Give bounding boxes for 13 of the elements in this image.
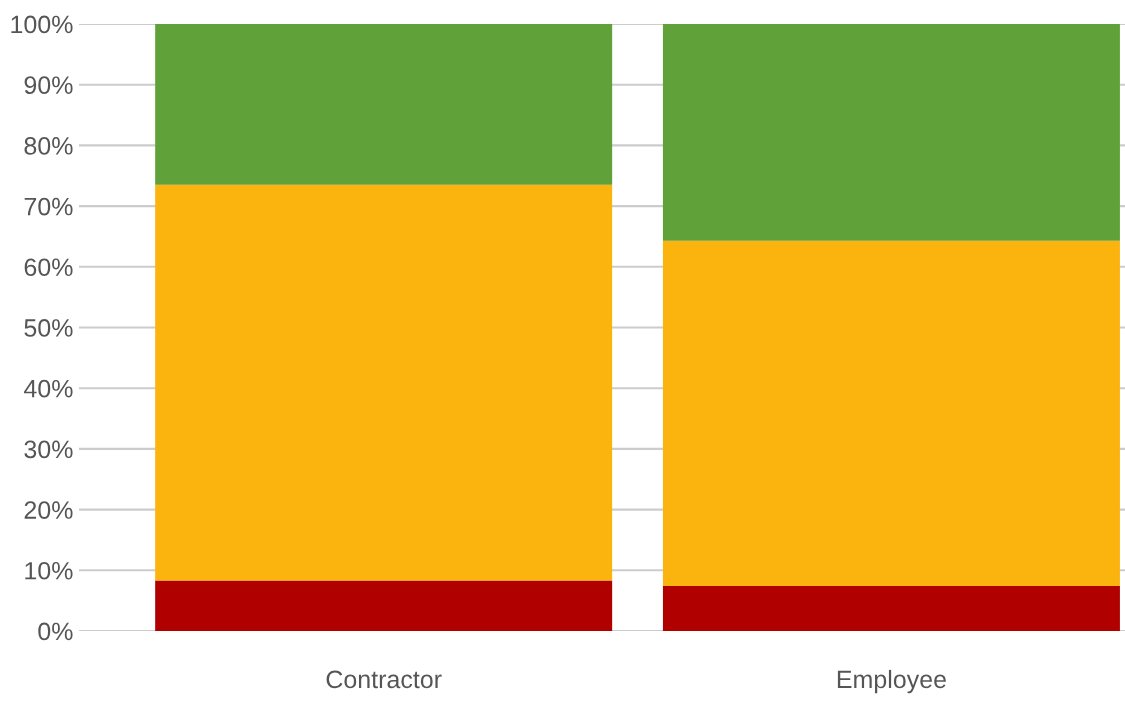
y-tick-label: 20%	[24, 501, 73, 519]
y-tick-label: 90%	[24, 76, 73, 94]
y-tick-label: 10%	[25, 561, 73, 580]
y-tick-label: 40%	[23, 379, 73, 398]
y-tick-label: 50%	[24, 319, 73, 337]
y-tick-label: 30%	[24, 440, 73, 459]
y-tick-label: 80%	[24, 137, 73, 155]
x-tick-label: Contractor	[326, 670, 442, 689]
y-tick-label: 0%	[38, 622, 73, 641]
y-tick-label: 70%	[24, 197, 73, 216]
y-tick-label: 100%	[11, 15, 73, 34]
y-tick-label: 60%	[24, 258, 73, 277]
x-tick-label: Employee	[837, 669, 946, 694]
